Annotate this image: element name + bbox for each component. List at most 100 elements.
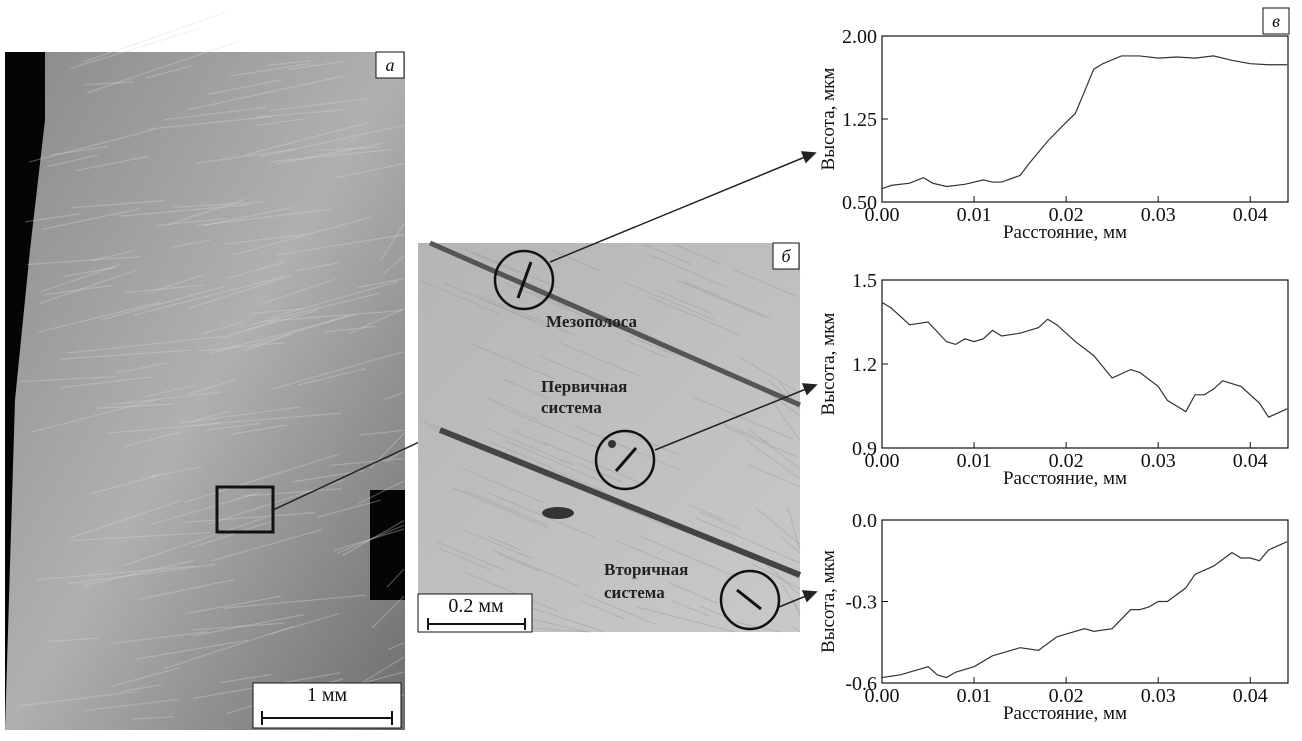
texture <box>84 81 134 86</box>
y-axis-label: Высота, мкм <box>818 68 839 171</box>
texture <box>138 579 235 600</box>
texture <box>134 276 284 316</box>
texture <box>647 253 727 288</box>
x-tick-label: 0.01 <box>957 450 992 472</box>
texture <box>335 162 405 179</box>
texture <box>243 309 319 332</box>
texture <box>96 403 174 409</box>
texture <box>39 269 136 305</box>
texture <box>242 487 342 497</box>
texture <box>59 349 191 360</box>
x-tick-label: 0.03 <box>1141 204 1176 226</box>
texture <box>472 252 520 274</box>
texture <box>223 233 306 245</box>
texture <box>67 563 216 585</box>
texture <box>614 539 674 565</box>
texture <box>25 213 80 223</box>
texture <box>699 511 741 530</box>
y-tick-label: -0.6 <box>845 673 877 695</box>
texture <box>163 625 295 670</box>
texture <box>167 198 246 226</box>
texture <box>419 279 502 315</box>
y-tick-label: 1.5 <box>852 270 877 292</box>
texture <box>443 282 548 327</box>
texture <box>668 582 717 604</box>
micrograph-a: 1 мм а <box>5 12 405 730</box>
texture <box>190 622 284 631</box>
texture <box>693 396 794 440</box>
texture <box>342 520 405 557</box>
texture <box>164 106 267 121</box>
texture <box>744 439 801 480</box>
x-tick-label: 0.04 <box>1233 685 1268 707</box>
texture <box>359 429 405 436</box>
texture <box>267 280 399 319</box>
texture <box>512 430 549 447</box>
texture <box>230 62 310 77</box>
y-tick-label: -0.3 <box>845 592 877 614</box>
texture <box>156 217 227 227</box>
texture <box>489 492 595 538</box>
chart: 0.00 0.01 0.02 0.03 0.04 0.9 1.2 1.5 Расстояние,… <box>818 270 1289 489</box>
texture <box>582 593 657 626</box>
texture <box>224 594 366 609</box>
plot-frame <box>881 279 1289 449</box>
texture <box>68 531 211 542</box>
y-tick-label: 1.2 <box>852 354 877 376</box>
x-tick-label: 0.04 <box>1233 204 1268 226</box>
texture <box>231 424 287 435</box>
texture <box>523 604 605 633</box>
texture <box>718 421 768 443</box>
texture <box>187 75 345 111</box>
texture <box>463 571 559 612</box>
texture <box>179 406 301 424</box>
x-tick-label: 0.02 <box>1049 450 1084 472</box>
texture <box>470 343 556 380</box>
texture <box>529 290 570 309</box>
x-tick-label: 0.00 <box>865 204 900 226</box>
texture <box>251 308 303 315</box>
texture <box>90 250 135 262</box>
texture <box>320 146 381 151</box>
plot-frame <box>881 519 1289 684</box>
texture <box>41 207 142 231</box>
x-tick-label: 0.01 <box>957 685 992 707</box>
texture <box>84 698 179 712</box>
texture <box>70 27 201 69</box>
texture <box>791 598 801 616</box>
texture <box>70 499 182 539</box>
x-axis-label: Расстояние, мм <box>1003 703 1127 724</box>
texture <box>112 391 221 406</box>
annotation: Первичная <box>541 377 627 396</box>
x-axis-label: Расстояние, мм <box>1003 468 1127 489</box>
x-tick-label: 0.04 <box>1233 450 1268 472</box>
annotation: Вторичная <box>604 560 688 579</box>
texture <box>173 201 261 208</box>
texture <box>151 492 259 526</box>
texture <box>204 206 293 227</box>
panel-label: в <box>1272 11 1280 31</box>
texture <box>581 600 626 620</box>
texture <box>151 466 203 477</box>
texture <box>220 673 272 684</box>
texture <box>782 584 801 613</box>
texture <box>106 422 220 434</box>
texture <box>599 497 672 529</box>
texture <box>622 281 716 321</box>
texture <box>673 243 721 265</box>
y-tick-label: 0.9 <box>852 438 877 460</box>
texture <box>574 425 681 471</box>
y-tick-label: 0.0 <box>852 510 877 532</box>
texture <box>195 148 294 164</box>
texture <box>110 631 208 645</box>
texture <box>21 690 137 707</box>
texture <box>780 536 801 554</box>
texture <box>191 520 273 549</box>
annotation: система <box>541 398 602 417</box>
texture <box>461 467 544 503</box>
texture <box>198 342 284 352</box>
texture <box>625 432 679 456</box>
texture <box>751 562 801 590</box>
texture <box>559 342 640 377</box>
texture <box>153 274 204 292</box>
